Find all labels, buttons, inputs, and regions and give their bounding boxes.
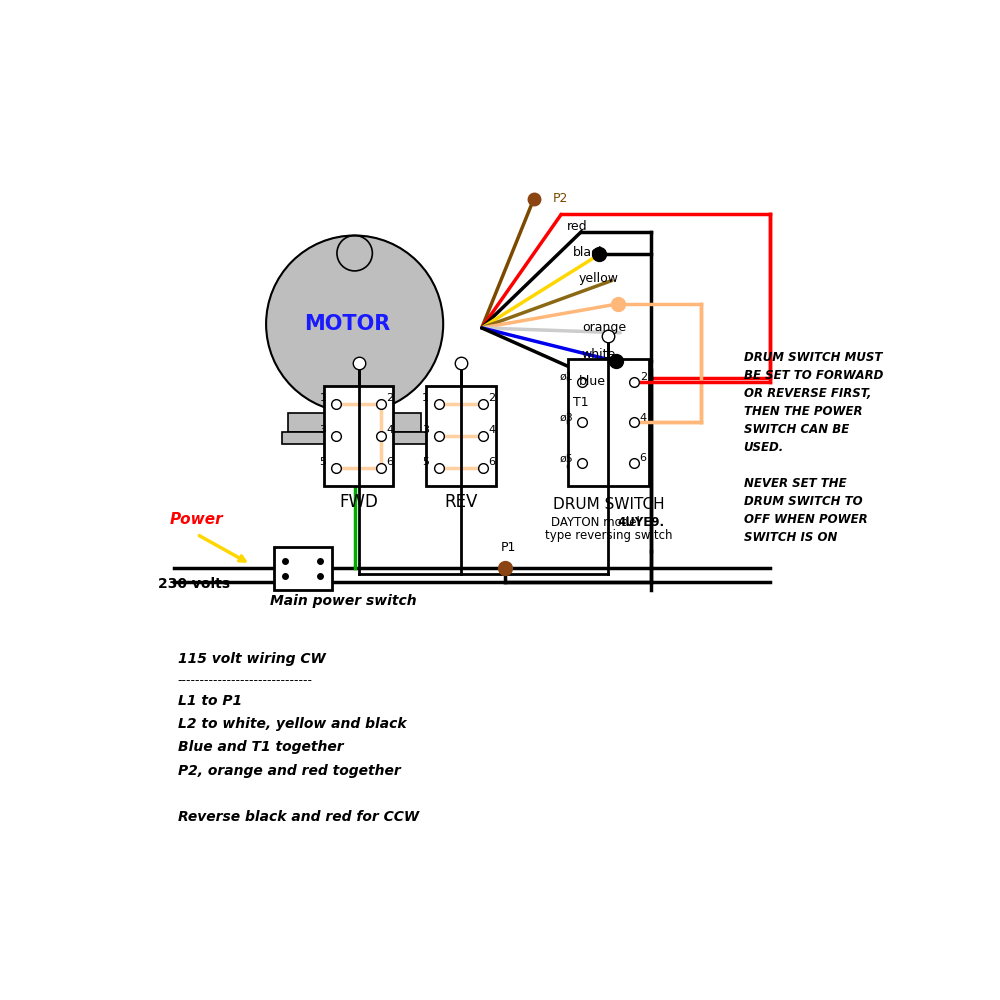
Text: L2 to white, yellow and black: L2 to white, yellow and black <box>178 717 406 731</box>
Text: 1: 1 <box>319 393 326 403</box>
Text: DAYTON model: DAYTON model <box>551 516 643 529</box>
Text: ø3: ø3 <box>559 413 573 423</box>
Text: type reversing switch: type reversing switch <box>545 529 672 542</box>
Text: T1: T1 <box>573 396 588 409</box>
Text: 2: 2 <box>488 393 496 403</box>
Text: P2: P2 <box>553 192 568 205</box>
Text: 3: 3 <box>319 425 326 435</box>
Text: 3: 3 <box>422 425 429 435</box>
Bar <box>288 413 421 432</box>
Text: 5: 5 <box>319 457 326 467</box>
Text: 6: 6 <box>640 453 647 463</box>
Text: red: red <box>566 220 587 233</box>
Text: DRUM SWITCH MUST
BE SET TO FORWARD
OR REVERSE FIRST,
THEN THE POWER
SWITCH CAN B: DRUM SWITCH MUST BE SET TO FORWARD OR RE… <box>744 351 883 544</box>
Text: 5: 5 <box>422 457 429 467</box>
Text: orange: orange <box>582 321 626 334</box>
Text: 4: 4 <box>640 413 647 423</box>
Text: FWD: FWD <box>339 493 378 511</box>
Text: 230 volts: 230 volts <box>158 577 230 591</box>
Text: REV: REV <box>444 493 478 511</box>
Text: DRUM SWITCH: DRUM SWITCH <box>553 497 664 512</box>
Text: 4: 4 <box>386 425 393 435</box>
Bar <box>282 432 428 444</box>
Text: P2, orange and red together: P2, orange and red together <box>178 764 400 778</box>
Circle shape <box>337 235 372 271</box>
Text: Main power switch: Main power switch <box>270 594 417 608</box>
Text: ø5: ø5 <box>559 453 573 463</box>
Bar <box>568 359 649 486</box>
Text: 1: 1 <box>422 393 429 403</box>
Text: 2: 2 <box>640 372 647 382</box>
Bar <box>426 386 496 486</box>
Text: 4UYE9.: 4UYE9. <box>617 516 664 529</box>
Text: 6: 6 <box>386 457 393 467</box>
Text: white: white <box>582 348 616 361</box>
Text: P1: P1 <box>501 541 516 554</box>
Text: 115 volt wiring CW: 115 volt wiring CW <box>178 652 325 666</box>
Text: Blue and T1 together: Blue and T1 together <box>178 740 343 754</box>
Text: ------------------------------: ------------------------------ <box>178 674 313 687</box>
Text: ø1: ø1 <box>559 372 573 382</box>
Text: blue: blue <box>579 375 606 388</box>
Text: L1 to P1: L1 to P1 <box>178 694 242 708</box>
Text: black: black <box>573 246 606 259</box>
Text: MOTOR: MOTOR <box>304 314 390 334</box>
Text: 6: 6 <box>488 457 495 467</box>
Circle shape <box>266 235 443 413</box>
Text: 2: 2 <box>386 393 393 403</box>
Text: Power: Power <box>170 512 223 527</box>
Text: Reverse black and red for CCW: Reverse black and red for CCW <box>178 810 419 824</box>
Bar <box>274 547 332 590</box>
Text: 4: 4 <box>488 425 496 435</box>
Bar <box>324 386 393 486</box>
Text: yellow: yellow <box>579 272 619 285</box>
